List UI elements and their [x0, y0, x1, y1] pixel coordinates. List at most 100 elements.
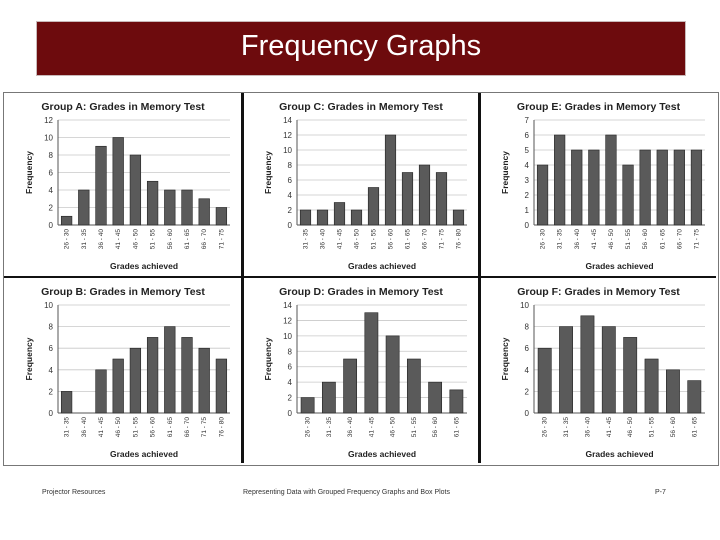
chart-3-y-tick-label: 8 [49, 323, 54, 332]
chart-1-x-tick-label: 56 - 60 [388, 229, 395, 250]
chart-2-x-tick-label: 46 - 50 [608, 229, 615, 250]
chart-panel-group-c: Group C: Grades in Memory Test 0 2 4 6 8 10 12 1… [245, 94, 477, 275]
chart-3-x-tick-label: 41 - 45 [98, 417, 105, 438]
chart-2-bar [622, 164, 634, 226]
chart-0-bar [164, 189, 176, 226]
panel-divider-vertical-left [241, 93, 244, 463]
chart-2-x-tick-label: 36 - 40 [574, 229, 581, 250]
chart-5-x-tick-label: 41 - 45 [606, 417, 613, 438]
chart-2-x-tick-label: 66 - 70 [676, 229, 683, 250]
chart-4-bar [406, 358, 421, 414]
chart-1-y-tick-label: 12 [283, 131, 292, 140]
chart-4-x-axis-label: Grades achieved [348, 449, 416, 459]
chart-2-x-tick-label: 41 - 45 [591, 229, 598, 250]
chart-3-y-axis-label: Frequency [24, 337, 34, 380]
chart-4-y-tick-label: 4 [288, 378, 293, 387]
chart-2-x-tick-label: 56 - 60 [642, 229, 649, 250]
chart-0-y-tick-label: 6 [49, 169, 54, 178]
chart-4-title: Group D: Grades in Memory Test [279, 286, 443, 298]
chart-0-bar [146, 180, 159, 226]
chart-0-x-tick-label: 66 - 70 [201, 229, 208, 250]
chart-2-bar [554, 134, 566, 226]
chart-2-y-tick-label: 2 [525, 191, 530, 200]
chart-1-bar [452, 209, 465, 226]
chart-panel-group-d: Group D: Grades in Memory Test 0 2 4 6 8 10 12 1… [245, 279, 477, 463]
chart-2-x-tick-label: 26 - 30 [540, 229, 547, 250]
footer-center: Representing Data with Grouped Frequency… [243, 489, 451, 496]
chart-2-bar [690, 149, 703, 226]
chart-4-bar [343, 358, 358, 414]
chart-2-bar [656, 149, 668, 226]
chart-2-bar [571, 149, 583, 226]
chart-4-y-tick-label: 8 [288, 347, 293, 356]
chart-0-x-tick-label: 26 - 30 [64, 229, 71, 250]
chart-3-x-tick-label: 61 - 65 [167, 417, 174, 438]
chart-3-x-tick-label: 36 - 40 [81, 417, 88, 438]
chart-0-y-tick-label: 0 [49, 221, 54, 230]
chart-5-bar [687, 380, 702, 414]
chart-3-bar [215, 358, 228, 414]
chart-1-bar [333, 202, 346, 226]
chart-4-y-tick-label: 14 [283, 301, 292, 310]
chart-4-y-axis-label: Frequency [263, 337, 273, 380]
chart-1-x-axis-label: Grades achieved [348, 261, 416, 271]
chart-5-bar [623, 337, 638, 414]
chart-4-x-tick-label: 46 - 50 [390, 417, 397, 438]
chart-4-x-tick-label: 56 - 60 [432, 417, 439, 438]
chart-svg-group-e: Group E: Grades in Memory Test 0 1 2 3 4 5 6 7 26… [500, 101, 705, 271]
chart-3-x-tick-label: 71 - 75 [201, 417, 208, 438]
chart-panel-group-f: Group F: Grades in Memory Test 0 2 4 6 8 10 26 … [482, 279, 715, 463]
chart-0-x-tick-label: 31 - 35 [81, 229, 88, 250]
chart-4-x-tick-label: 31 - 35 [326, 417, 333, 438]
chart-1-x-tick-label: 66 - 70 [422, 229, 429, 250]
chart-0-x-axis-label: Grades achieved [110, 261, 178, 271]
chart-1-x-tick-label: 71 - 75 [439, 229, 446, 250]
chart-1-bar [350, 209, 363, 226]
chart-3-bar [112, 358, 124, 414]
chart-3-y-tick-label: 10 [44, 301, 53, 310]
chart-panel-group-b: Group B: Grades in Memory Test 0 2 4 6 8 10 31 … [6, 279, 240, 463]
chart-1-title: Group C: Grades in Memory Test [279, 101, 443, 113]
chart-5-bar [601, 326, 616, 414]
chart-3-y-tick-label: 4 [49, 366, 54, 375]
chart-4-bar [428, 381, 443, 414]
chart-3-y-tick-label: 2 [49, 387, 54, 396]
chart-1-bar [384, 134, 397, 226]
chart-2-x-tick-label: 51 - 55 [625, 229, 632, 250]
panel-divider-horizontal [4, 276, 716, 278]
chart-1-bar [367, 187, 380, 226]
chart-0-y-axis-label: Frequency [24, 151, 34, 194]
chart-svg-group-c: Group C: Grades in Memory Test 0 2 4 6 8 10 12 1… [263, 101, 467, 271]
chart-5-bar [537, 347, 552, 414]
chart-5-y-axis-label: Frequency [500, 337, 510, 380]
chart-5-x-tick-label: 56 - 60 [670, 417, 677, 438]
chart-2-y-axis-label: Frequency [500, 151, 510, 194]
chart-2-bar [605, 134, 617, 226]
chart-3-x-tick-label: 31 - 35 [64, 417, 71, 438]
chart-0-x-tick-label: 41 - 45 [115, 229, 122, 250]
chart-1-y-tick-label: 4 [288, 191, 293, 200]
chart-2-y-tick-label: 6 [525, 131, 530, 140]
chart-0-y-tick-label: 12 [44, 116, 53, 125]
chart-5-title: Group F: Grades in Memory Test [517, 286, 680, 298]
chart-0-x-tick-label: 51 - 55 [150, 229, 157, 250]
chart-5-bar [559, 326, 573, 414]
chart-4-y-tick-label: 12 [283, 316, 292, 325]
chart-svg-group-a: Group A: Grades in Memory Test 0 2 4 6 8 10 12 2… [24, 101, 230, 271]
chart-2-bar [536, 164, 549, 226]
chart-3-x-axis-label: Grades achieved [110, 449, 178, 459]
chart-1-bar [401, 172, 414, 226]
chart-2-x-tick-label: 31 - 35 [557, 229, 564, 250]
chart-3-x-tick-label: 66 - 70 [184, 417, 191, 438]
chart-3-bar [181, 337, 193, 414]
chart-0-y-tick-label: 10 [44, 134, 53, 143]
chart-2-x-tick-label: 61 - 65 [659, 229, 666, 250]
chart-5-bar [644, 358, 659, 414]
chart-svg-group-d: Group D: Grades in Memory Test 0 2 4 6 8 10 12 1… [263, 286, 467, 459]
chart-2-y-tick-label: 0 [525, 221, 530, 230]
chart-3-x-tick-label: 76 - 80 [218, 417, 225, 438]
chart-4-x-tick-label: 26 - 30 [305, 417, 312, 438]
chart-2-y-tick-label: 1 [525, 206, 530, 215]
chart-0-x-tick-label: 36 - 40 [98, 229, 105, 250]
chart-2-bar [639, 149, 651, 226]
